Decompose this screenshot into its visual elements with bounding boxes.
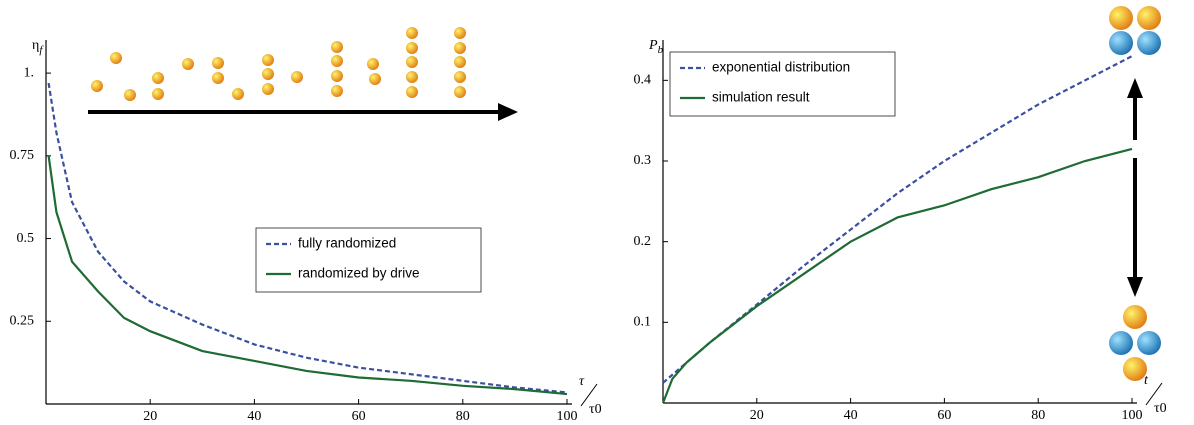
- x-tick-label: 100: [557, 409, 578, 424]
- x-tick-label: 40: [247, 409, 261, 424]
- x-tick-label: 80: [456, 409, 470, 424]
- x-tick-label: 80: [1031, 408, 1045, 423]
- y-axis-label-main: P: [648, 38, 658, 53]
- x-tick-label: 60: [937, 408, 951, 423]
- x-tick-label: 100: [1122, 408, 1143, 423]
- y-tick-label: 0.5: [17, 231, 35, 246]
- y-tick-label: 0.75: [10, 148, 35, 163]
- illustration-right: [1109, 6, 1161, 381]
- illustration-left: [88, 27, 518, 121]
- series-line: [47, 82, 568, 394]
- legend-box: [669, 51, 896, 117]
- x-axis-label-slash: [1145, 382, 1163, 406]
- y-axis-label-sub: b: [658, 44, 664, 56]
- series-line: [662, 55, 1133, 384]
- y-axis-label: Pb: [648, 38, 664, 55]
- y-axis-label-main: η: [32, 38, 39, 53]
- y-tick-label: 0.3: [634, 153, 652, 168]
- series-line: [661, 147, 1133, 404]
- x-axis-label-bottom: τ0: [589, 402, 602, 417]
- legend-label: simulation result: [712, 90, 810, 105]
- y-tick-label: 0.1: [634, 315, 652, 330]
- x-axis-label-bottom: τ0: [1154, 401, 1167, 416]
- x-axis-label-top: τ: [579, 374, 585, 389]
- legend-label: randomized by drive: [298, 266, 420, 281]
- y-axis-label-sub: f: [39, 44, 44, 56]
- x-axis-label-slash: [580, 383, 598, 407]
- x-tick-label: 20: [750, 408, 764, 423]
- y-tick-label: 0.4: [634, 73, 652, 88]
- y-tick-label: 0.25: [10, 313, 35, 328]
- legend-box: [255, 227, 482, 293]
- y-axis-label: ηf: [32, 38, 44, 55]
- x-tick-label: 60: [352, 409, 366, 424]
- x-tick-label: 20: [143, 409, 157, 424]
- y-tick-label: 0.2: [634, 234, 652, 249]
- x-axis-label-top: t: [1144, 373, 1149, 388]
- series-line: [47, 155, 568, 396]
- legend-label: fully randomized: [298, 236, 396, 251]
- x-tick-label: 40: [844, 408, 858, 423]
- legend-label: exponential distribution: [712, 60, 850, 75]
- y-tick-label: 1.: [24, 65, 35, 80]
